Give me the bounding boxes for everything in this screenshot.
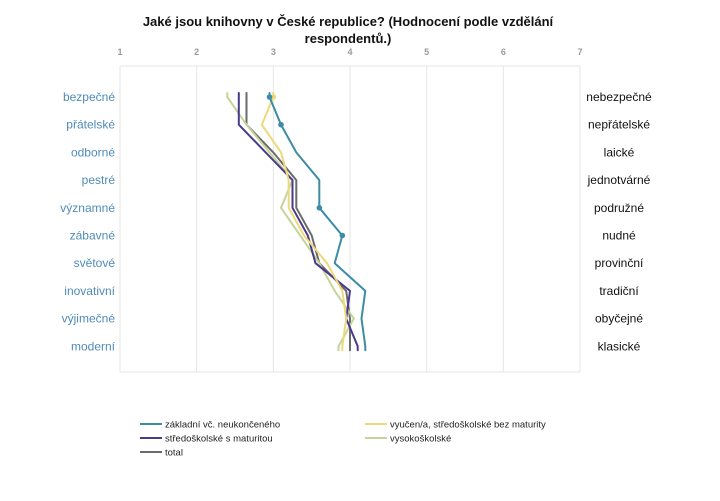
left-label: zábavné (70, 229, 116, 243)
x-tick-label: 5 (424, 47, 429, 57)
right-label: obyčejné (595, 312, 643, 326)
chart-title-line-1: Jaké jsou knihovny v České republice? (H… (143, 14, 554, 29)
series-4 (245, 92, 351, 352)
legend-item: základní vč. neukončeného (140, 420, 280, 431)
left-label: přátelské (66, 118, 115, 132)
chart-title: Jaké jsou knihovny v České republice? (H… (143, 14, 554, 46)
series-0 (266, 92, 367, 352)
left-label: moderní (71, 339, 116, 353)
left-label: inovativní (64, 284, 115, 298)
series-3 (226, 92, 355, 352)
data-point (339, 232, 346, 239)
right-label: podružné (594, 201, 644, 215)
right-label: klasické (598, 339, 641, 353)
legend-item: vysokoškolské (365, 434, 451, 445)
grid (119, 65, 581, 373)
right-label: provinční (595, 256, 644, 270)
x-tick-label: 4 (347, 47, 352, 57)
data-point (266, 94, 273, 100)
right-label: nudné (602, 229, 636, 243)
left-label: významné (60, 201, 115, 215)
x-tick-label: 3 (271, 47, 276, 57)
right-attribute-labels: nebezpečné nepřátelské laické jednotvárné po… (586, 90, 652, 353)
x-tick-label: 2 (194, 47, 199, 57)
right-label: laické (604, 145, 635, 159)
series-1 (260, 92, 348, 352)
x-tick-label: 1 (117, 47, 122, 57)
legend-label: základní vč. neukončeného (165, 420, 280, 431)
right-label: nebezpečné (586, 90, 652, 104)
series-line (245, 92, 351, 352)
chart-title-line-2: respondentů.) (305, 31, 392, 46)
left-label: bezpečné (63, 90, 115, 104)
legend-label: vyučen/a, středoškolské bez maturity (390, 420, 546, 431)
data-point (270, 94, 277, 100)
data-point (316, 205, 323, 211)
left-attribute-labels: bezpečné přátelské odborné pestré významné zá… (60, 90, 115, 353)
series-lines (226, 92, 367, 352)
left-label: světové (74, 256, 116, 270)
legend-label: vysokoškolské (390, 434, 451, 445)
legend-item: total (140, 448, 183, 459)
x-tick-label: 6 (501, 47, 506, 57)
right-label: nepřátelské (588, 118, 650, 132)
x-axis-tick-labels: 1 2 3 4 5 6 7 (117, 47, 582, 57)
legend-item: vyučen/a, středoškolské bez maturity (365, 420, 546, 431)
series-line (260, 92, 348, 352)
left-label: výjimečné (62, 312, 116, 326)
x-tick-label: 7 (577, 47, 582, 57)
data-point (278, 121, 284, 128)
right-label: jednotvárné (587, 173, 651, 187)
right-label: tradiční (599, 284, 639, 298)
legend-label: total (165, 448, 183, 459)
series-line (226, 92, 355, 352)
left-label: pestré (82, 173, 116, 187)
legend-label: středoškolské s maturitou (165, 434, 273, 445)
series-line (268, 92, 367, 352)
series-line (237, 92, 359, 352)
legend: základní vč. neukončeného vyučen/a, střed… (140, 420, 546, 459)
series-2 (237, 92, 359, 352)
left-label: odborné (71, 145, 115, 159)
legend-item: středoškolské s maturitou (140, 434, 273, 445)
